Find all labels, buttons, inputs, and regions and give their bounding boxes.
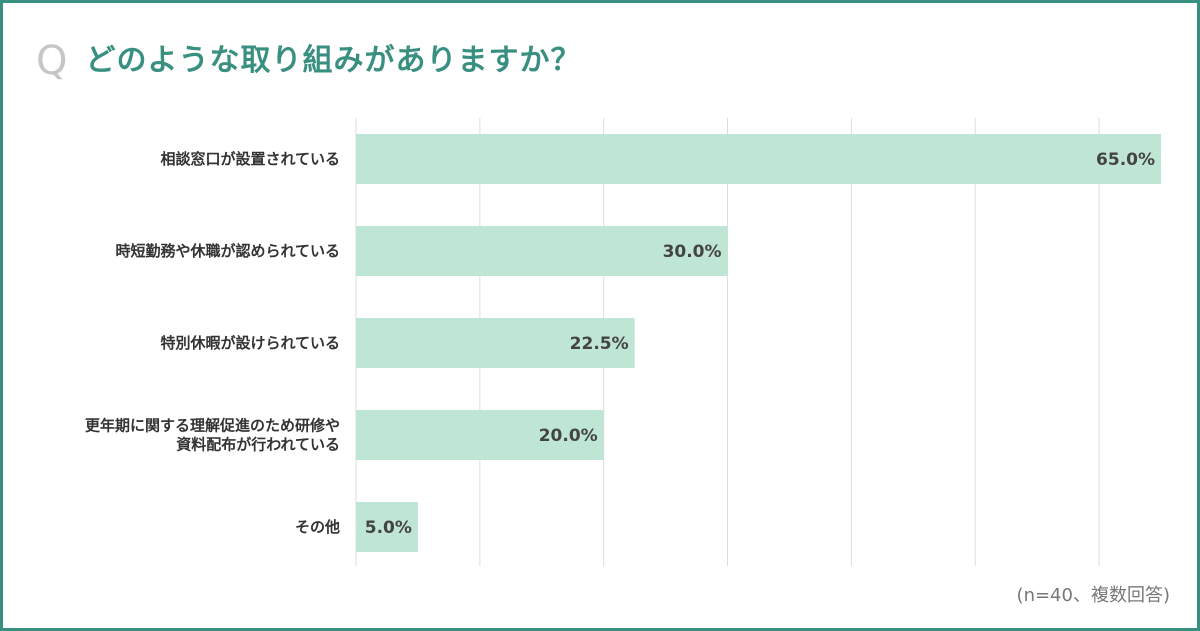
- value-labels: 65.0% 30.0% 22.5% 20.0% 5.0%: [365, 150, 1155, 538]
- question-header: Q どのような取り組みがありますか？: [36, 36, 581, 86]
- value-label-4: 5.0%: [365, 518, 412, 538]
- bar-3: [356, 410, 604, 460]
- category-labels: 相談窓口が設置されている時短勤務や休職が認められている特別休暇が設けられている更…: [85, 150, 340, 536]
- bars: [356, 134, 1162, 552]
- chart-title: どのような取り組みがありますか？: [85, 43, 582, 78]
- q-mark: Q: [36, 38, 68, 84]
- category-label-2: 特別休暇が設けられている: [160, 334, 340, 352]
- value-label-1: 30.0%: [663, 242, 722, 262]
- bar-0: [356, 134, 1162, 184]
- bar-4: [356, 502, 418, 552]
- category-label-3-line-1: 資料配布が行われている: [176, 436, 340, 454]
- category-label-0: 相談窓口が設置されている: [160, 150, 340, 168]
- sample-note: (n=40、複数回答): [1016, 585, 1170, 606]
- value-label-0: 65.0%: [1096, 150, 1155, 170]
- category-label-3-line-0: 更年期に関する理解促進のため研修や: [85, 417, 340, 435]
- category-label-4: その他: [295, 518, 340, 536]
- category-label-1: 時短勤務や休職が認められている: [115, 242, 340, 260]
- bar-2: [356, 318, 635, 368]
- bar-1: [356, 226, 728, 276]
- value-label-2: 22.5%: [570, 334, 629, 354]
- value-label-3: 20.0%: [539, 426, 598, 446]
